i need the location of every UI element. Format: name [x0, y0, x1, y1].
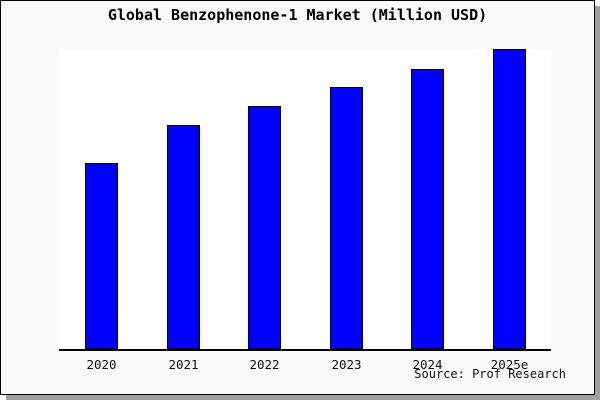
- bar-2024: [411, 69, 444, 349]
- x-axis-label-2025e: 2025e: [490, 357, 529, 372]
- plot-area: [59, 49, 551, 351]
- x-axis-label-2023: 2023: [331, 357, 362, 372]
- x-axis-label-2021: 2021: [168, 357, 199, 372]
- x-axis-label-2022: 2022: [249, 357, 280, 372]
- x-axis-label-2020: 2020: [86, 357, 117, 372]
- bar-2023: [330, 87, 363, 349]
- chart-title: Global Benzophenone-1 Market (Million US…: [107, 6, 488, 24]
- bar-2025e: [493, 49, 526, 349]
- bar-2022: [248, 106, 281, 349]
- source-credit: Source: Prof Research: [414, 367, 566, 381]
- chart-figure: Global Benzophenone-1 Market (Million US…: [0, 0, 595, 395]
- x-axis-label-2024: 2024: [412, 357, 443, 372]
- bar-2021: [167, 125, 200, 349]
- bar-2020: [85, 163, 118, 349]
